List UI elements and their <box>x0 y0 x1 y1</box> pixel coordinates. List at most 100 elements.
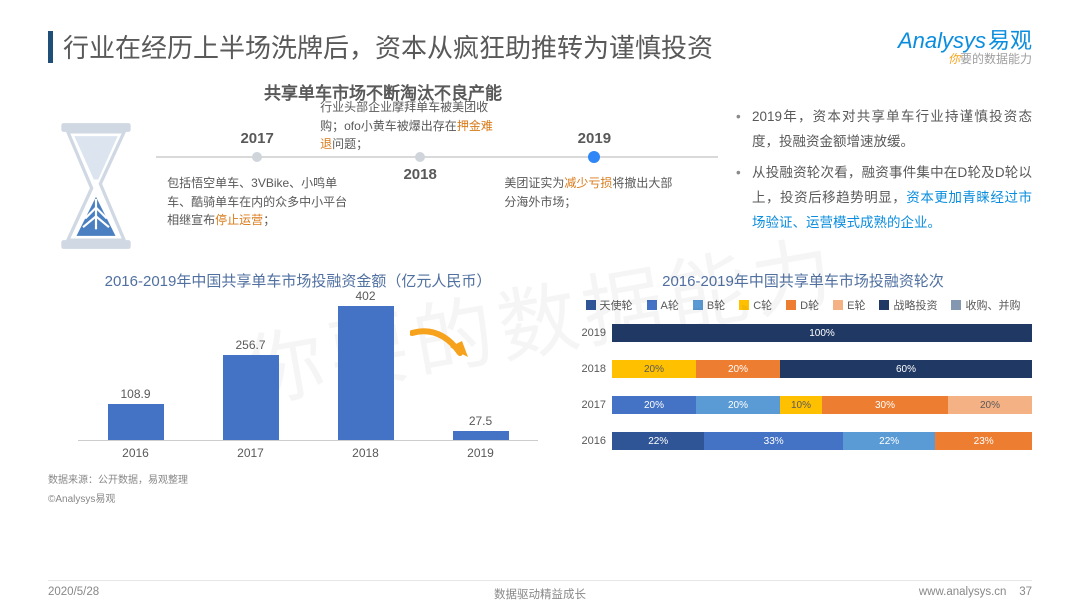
page-title: 行业在经历上半场洗牌后，资本从疯狂助推转为谨慎投资 <box>63 28 888 65</box>
bar-category: 2019 <box>467 446 494 460</box>
timeline-year: 2019 <box>578 130 611 147</box>
stacked-row: 201820%20%60% <box>574 355 1032 383</box>
stacked-year-label: 2019 <box>574 327 612 339</box>
legend-item: 收购、并购 <box>951 297 1020 313</box>
bullet-item: 2019年，资本对共享单车行业持谨慎投资态度，投融资金额增速放缓。 <box>736 105 1032 155</box>
timeline-desc: 包括悟空单车、3VBike、小鸣单车、酷骑单车在内的众多中小平台相继宣布停止运营… <box>167 174 347 230</box>
bar-value: 402 <box>355 289 375 303</box>
logo-brand: Analysys易观 <box>898 28 1032 53</box>
stacked-rows: 2019100%201820%20%60%201720%20%10%30%20%… <box>574 319 1032 455</box>
stacked-segment: 100% <box>612 324 1032 342</box>
bar: 108.92016 <box>78 387 193 440</box>
legend-swatch <box>739 300 749 310</box>
legend-swatch <box>786 300 796 310</box>
stacked-track: 22%33%22%23% <box>612 432 1032 450</box>
upper-section: 共享单车市场不断淘汰不良产能 <box>48 79 1032 266</box>
timeline-year: 2018 <box>403 166 436 183</box>
stacked-track: 20%20%60% <box>612 360 1032 378</box>
bar-category: 2018 <box>352 446 379 460</box>
stacked-segment: 20% <box>696 360 780 378</box>
stacked-track: 100% <box>612 324 1032 342</box>
legend-item: B轮 <box>693 297 725 313</box>
bar-category: 2017 <box>237 446 264 460</box>
bar-rect <box>338 306 394 440</box>
timeline-dot <box>252 152 262 162</box>
stacked-segment: 30% <box>822 396 948 414</box>
legend-item: 天使轮 <box>586 297 633 313</box>
timeline-track: 2017 包括悟空单车、3VBike、小鸣单车、酷骑单车在内的众多中小平台相继宣布… <box>156 116 718 266</box>
legend-swatch <box>951 300 961 310</box>
stacked-segment: 22% <box>612 432 704 450</box>
footer: 2020/5/28 数据驱动精益成长 www.analysys.cn 37 <box>48 580 1032 598</box>
footer-page: 37 <box>1019 586 1032 598</box>
title-row: 行业在经历上半场洗牌后，资本从疯狂助推转为谨慎投资 Analysys易观 你要的… <box>48 28 1032 67</box>
stacked-year-label: 2018 <box>574 363 612 375</box>
bar-value: 108.9 <box>120 387 150 401</box>
timeline-line <box>156 156 718 158</box>
timeline-body: 2017 包括悟空单车、3VBike、小鸣单车、酷骑单车在内的众多中小平台相继宣布… <box>48 116 718 266</box>
timeline-desc: 美团证实为减少亏损将撤出大部分海外市场； <box>504 174 684 211</box>
timeline-year: 2017 <box>240 130 273 147</box>
legend-swatch <box>586 300 596 310</box>
lower-section: 2016-2019年中国共享单车市场投融资金额（亿元人民币） 108.92016… <box>48 270 1032 505</box>
legend-item: C轮 <box>739 297 772 313</box>
logo: Analysys易观 你要的数据能力 <box>898 28 1032 67</box>
stacked-segment: 33% <box>704 432 843 450</box>
stacked-row: 201622%33%22%23% <box>574 427 1032 455</box>
timeline-panel: 共享单车市场不断淘汰不良产能 <box>48 79 718 266</box>
bar-chart: 2016-2019年中国共享单车市场投融资金额（亿元人民币） 108.92016… <box>48 270 548 505</box>
footer-right: www.analysys.cn 37 <box>919 586 1032 598</box>
stacked-year-label: 2017 <box>574 399 612 411</box>
stacked-row: 201720%20%10%30%20% <box>574 391 1032 419</box>
stacked-segment: 10% <box>780 396 822 414</box>
stacked-segment: 20% <box>696 396 780 414</box>
stacked-segment: 23% <box>935 432 1032 450</box>
stacked-row: 2019100% <box>574 319 1032 347</box>
bar: 256.72017 <box>193 338 308 441</box>
title-accent-bar <box>48 31 53 63</box>
stacked-chart: 2016-2019年中国共享单车市场投融资轮次 天使轮 A轮 B轮 C轮 D轮 E轮战略投… <box>574 270 1032 505</box>
stacked-segment: 60% <box>780 360 1032 378</box>
legend-swatch <box>647 300 657 310</box>
bar: 27.52019 <box>423 414 538 440</box>
bar-chart-plot: 108.92016256.72017402201827.52019 <box>48 297 548 467</box>
logo-tagline: 你要的数据能力 <box>898 53 1032 67</box>
bar-category: 2016 <box>122 446 149 460</box>
bar: 4022018 <box>308 289 423 440</box>
bullet-list: 2019年，资本对共享单车行业持谨慎投资态度，投融资金额增速放缓。从投融资轮次看… <box>736 79 1032 266</box>
legend-swatch <box>833 300 843 310</box>
bullet-item: 从投融资轮次看，融资事件集中在D轮及D轮以上，投资后移趋势明显，资本更加青睐经过… <box>736 161 1032 236</box>
legend-item: A轮 <box>647 297 679 313</box>
legend-swatch <box>693 300 703 310</box>
logo-tag-rest: 要的数据能力 <box>960 52 1032 66</box>
logo-tag-orange: 你 <box>948 52 960 66</box>
stacked-chart-title: 2016-2019年中国共享单车市场投融资轮次 <box>574 270 1032 291</box>
footer-url: www.analysys.cn <box>919 586 1007 598</box>
legend-item: D轮 <box>786 297 819 313</box>
decline-arrow-icon <box>410 327 470 367</box>
legend-item: E轮 <box>833 297 865 313</box>
hourglass-icon <box>48 116 144 256</box>
bar-chart-title: 2016-2019年中国共享单车市场投融资金额（亿元人民币） <box>48 270 548 291</box>
stacked-segment: 20% <box>612 396 696 414</box>
slide: 你要的数据能力 行业在经历上半场洗牌后，资本从疯狂助推转为谨慎投资 Analys… <box>0 0 1080 608</box>
logo-brand-en: Analysys <box>898 28 986 53</box>
stacked-segment: 20% <box>612 360 696 378</box>
bar-value: 256.7 <box>235 338 265 352</box>
timeline-desc: 行业头部企业摩拜单车被美团收购；ofo小黄车被爆出存在押金难退问题； <box>320 98 500 154</box>
logo-brand-cn: 易观 <box>988 28 1032 53</box>
bar-chart-source: 数据来源：公开数据，易观整理 <box>48 471 548 486</box>
timeline-dot <box>588 151 600 163</box>
footer-date: 2020/5/28 <box>48 586 99 598</box>
stacked-track: 20%20%10%30%20% <box>612 396 1032 414</box>
stacked-segment: 22% <box>843 432 935 450</box>
stacked-segment: 20% <box>948 396 1032 414</box>
legend-swatch <box>879 300 889 310</box>
bar-rect <box>223 355 279 441</box>
stacked-year-label: 2016 <box>574 435 612 447</box>
bar-value: 27.5 <box>469 414 492 428</box>
bar-chart-copyright: ©Analysys易观 <box>48 490 548 505</box>
footer-center: 数据驱动精益成长 <box>494 586 586 602</box>
legend-item: 战略投资 <box>879 297 937 313</box>
bar-rect <box>453 431 509 440</box>
